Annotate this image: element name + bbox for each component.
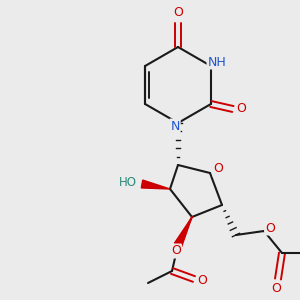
Polygon shape: [141, 180, 170, 189]
Text: O: O: [171, 244, 181, 257]
Text: NH: NH: [208, 56, 226, 68]
Text: O: O: [271, 283, 281, 296]
Polygon shape: [174, 217, 192, 247]
Text: O: O: [197, 274, 207, 287]
Text: O: O: [236, 101, 246, 115]
Text: N: N: [170, 119, 180, 133]
Text: HO: HO: [119, 176, 137, 188]
Text: O: O: [213, 163, 223, 176]
Text: O: O: [265, 221, 275, 235]
Text: O: O: [173, 7, 183, 20]
